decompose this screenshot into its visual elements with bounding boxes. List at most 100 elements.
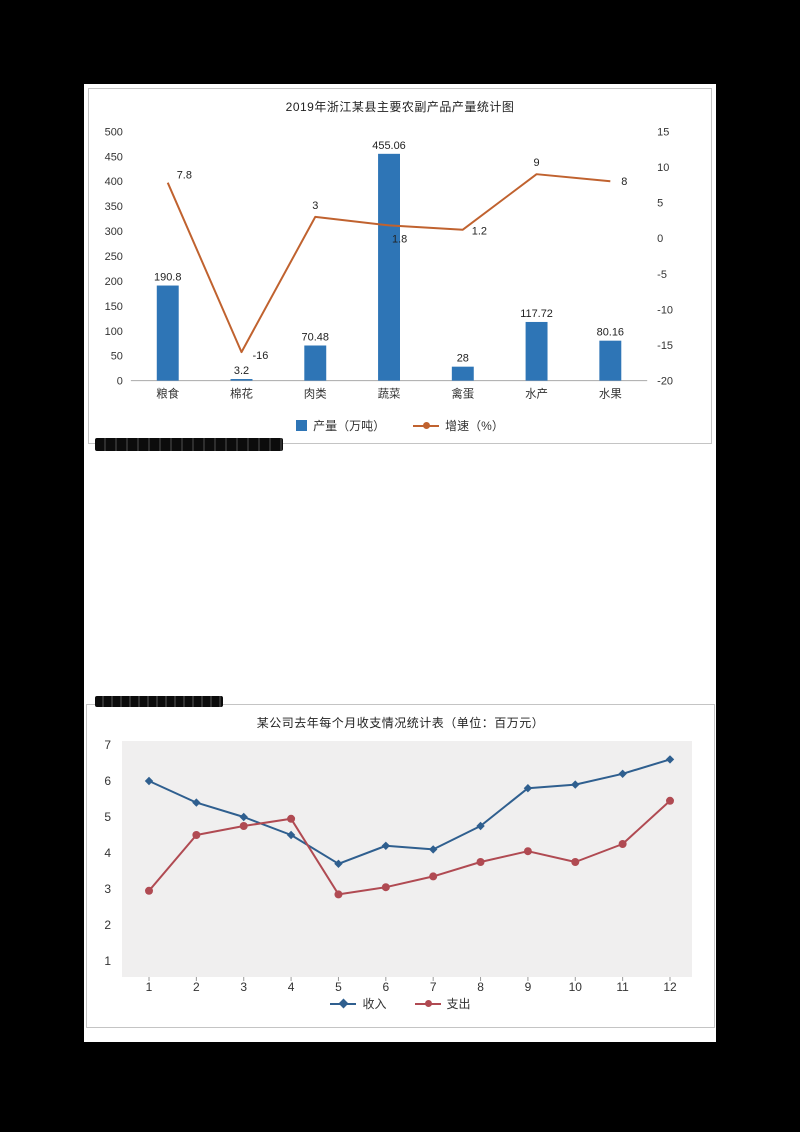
- chart2-title: 某公司去年每个月收支情况统计表（单位：百万元）: [256, 716, 545, 730]
- right-axis-tick-label: 10: [657, 162, 669, 174]
- income-marker-8: [476, 821, 485, 831]
- bar-0: [156, 285, 179, 381]
- line-value-label: -16: [252, 350, 268, 362]
- left-axis-tick-label: 450: [105, 151, 123, 163]
- expense-marker-9: [523, 847, 532, 856]
- production-chart-plot: 050100150200250300350400450500-20-15-10-…: [105, 126, 673, 401]
- income-legend-swatch-icon: [330, 1002, 357, 1005]
- expense-marker-12: [666, 796, 674, 805]
- illegible-text-smudge-2: [95, 696, 223, 707]
- bar-value-label: 28: [457, 353, 469, 365]
- chart1-legend: 产量（万吨） 增速（%）: [89, 417, 711, 434]
- y-axis-tick-label: 3: [104, 882, 111, 896]
- legend-item-expense: 支出: [414, 995, 471, 1012]
- production-combo-chart: 2019年浙江某县主要农副产品产量统计图 0 50 100 150 200 250 300 3…: [88, 88, 712, 444]
- x-axis-tick-label: 7: [430, 980, 437, 993]
- plot-background: [122, 741, 692, 977]
- left-axis-tick-label: 100: [105, 326, 123, 338]
- income-marker-4: [286, 830, 296, 840]
- line-value-label: 9: [534, 157, 540, 169]
- x-axis-tick-label: 3: [240, 980, 247, 993]
- growth-legend-swatch-icon: [413, 421, 440, 429]
- expense-line: [148, 800, 671, 896]
- bar-3: [378, 153, 400, 381]
- line-value-label: 8: [621, 176, 627, 188]
- x-axis-tick-label: 5: [335, 980, 342, 993]
- left-axis-tick-label: 300: [105, 226, 123, 238]
- category-label: 棉花: [230, 387, 253, 401]
- bar-value-label: 455.06: [372, 140, 406, 152]
- x-axis-tick-label: 2: [193, 980, 200, 993]
- right-axis-tick-label: -20: [657, 376, 673, 388]
- x-axis-tick-label: 11: [616, 980, 629, 993]
- x-axis-tick-label: 6: [382, 980, 389, 993]
- growth-legend-label: 增速（%）: [445, 419, 504, 433]
- expense-marker-6: [381, 883, 390, 892]
- category-label: 禽蛋: [451, 387, 474, 401]
- expense-marker-7: [429, 872, 438, 881]
- document-page: 2019年浙江某县主要农副产品产量统计图 0 50 100 150 200 250 300 3…: [84, 84, 716, 1042]
- line-value-label: 3: [312, 200, 318, 212]
- left-axis-tick-label: 400: [105, 176, 123, 188]
- right-axis-tick-label: 5: [657, 198, 663, 210]
- right-axis-tick-label: -10: [657, 304, 673, 316]
- income-legend-label: 收入: [362, 997, 387, 1011]
- income-marker-3: [239, 812, 248, 822]
- category-label: 水果: [599, 388, 622, 401]
- expense-marker-1: [145, 886, 153, 895]
- x-axis-tick-label: 1: [146, 980, 153, 993]
- left-axis-tick-label: 250: [105, 251, 123, 263]
- chart1-title: 2019年浙江某县主要农副产品产量统计图: [285, 100, 515, 114]
- right-axis-tick-label: -15: [657, 340, 673, 352]
- legend-item-production: 产量（万吨）: [296, 417, 385, 434]
- legend-item-growth: 增速（%）: [413, 417, 504, 434]
- y-axis-tick-label: 2: [104, 918, 111, 932]
- category-label: 水产: [525, 387, 548, 401]
- left-axis-tick-label: 150: [105, 301, 123, 313]
- chart2-legend: 收入 支出: [87, 995, 714, 1012]
- left-axis-tick-label: 0: [117, 376, 123, 388]
- illegible-text-smudge-1: [95, 438, 283, 451]
- growth-rate-line: [166, 173, 611, 354]
- production-legend-label: 产量（万吨）: [313, 419, 386, 433]
- bar-4: [451, 366, 474, 381]
- category-label: 蔬菜: [378, 388, 401, 401]
- y-axis-tick-label: 5: [104, 810, 111, 824]
- y-axis-tick-label: 7: [104, 738, 111, 752]
- right-axis-tick-label: 0: [657, 233, 663, 245]
- expense-marker-3: [239, 822, 248, 830]
- line-value-label: 1.8: [392, 233, 407, 245]
- left-axis-tick-label: 200: [105, 276, 123, 288]
- bar-value-label: 70.48: [302, 332, 329, 344]
- expense-legend-label: 支出: [446, 997, 471, 1011]
- expense-marker-5: [334, 890, 343, 899]
- category-label: 粮食: [156, 387, 179, 401]
- income-marker-12: [665, 755, 675, 764]
- bar-value-label: 190.8: [154, 272, 181, 284]
- y-axis-tick-label: 6: [104, 774, 111, 788]
- y-axis-tick-label: 4: [104, 846, 111, 860]
- x-axis-tick-label: 9: [525, 980, 532, 993]
- category-label: 肉类: [304, 387, 327, 401]
- expense-marker-10: [571, 858, 580, 866]
- income-marker-1: [144, 776, 154, 786]
- y-axis-tick-label: 1: [104, 954, 111, 968]
- right-axis-tick-label: 15: [657, 126, 669, 138]
- expense-marker-11: [618, 840, 627, 848]
- expense-legend-swatch-icon: [414, 999, 441, 1007]
- x-axis-tick-label: 10: [569, 980, 583, 993]
- bar-2: [304, 345, 327, 381]
- bar-value-label: 117.72: [520, 308, 553, 320]
- expense-marker-8: [476, 858, 485, 866]
- line-value-label: 1.2: [472, 226, 487, 238]
- right-axis-tick-label: -5: [657, 269, 667, 281]
- income-line: [148, 758, 671, 865]
- bar-value-label: 3.2: [234, 365, 249, 377]
- line-value-label: 7.8: [177, 170, 192, 182]
- x-axis-tick-label: 4: [288, 980, 295, 993]
- bar-1: [230, 379, 253, 381]
- left-axis-tick-label: 50: [111, 351, 123, 363]
- bar-5: [525, 321, 548, 381]
